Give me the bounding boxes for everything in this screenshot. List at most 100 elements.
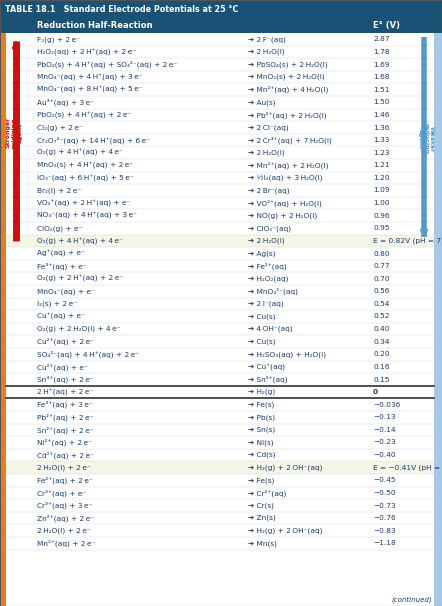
Text: 2.87: 2.87 — [373, 36, 390, 42]
Text: IO₃⁻(aq) + 6 H⁺(aq) + 5 e⁻: IO₃⁻(aq) + 6 H⁺(aq) + 5 e⁻ — [37, 175, 133, 182]
Text: ➔ 2 Cl⁻(aq): ➔ 2 Cl⁻(aq) — [248, 124, 289, 131]
Bar — [6, 197, 434, 210]
Text: 1.36: 1.36 — [373, 124, 389, 130]
Text: 1.00: 1.00 — [373, 200, 390, 206]
Text: ➔ PbSO₄(s) + 2 H₂O(l): ➔ PbSO₄(s) + 2 H₂O(l) — [248, 61, 328, 68]
Text: ➔ 4 OH⁻(aq): ➔ 4 OH⁻(aq) — [248, 326, 293, 332]
Text: 1.69: 1.69 — [373, 61, 389, 67]
Text: Fe²⁺(aq) + 2 e⁻: Fe²⁺(aq) + 2 e⁻ — [37, 476, 93, 484]
Text: O₂(g) + 2 H₂O(l) + 4 e⁻: O₂(g) + 2 H₂O(l) + 4 e⁻ — [37, 326, 121, 332]
Text: Fe³⁺(aq) + e⁻: Fe³⁺(aq) + e⁻ — [37, 262, 87, 270]
Bar — [6, 58, 434, 71]
Bar — [0, 18, 442, 33]
Bar — [6, 159, 434, 171]
Text: Mn²⁺(aq) + 2 e⁻: Mn²⁺(aq) + 2 e⁻ — [37, 539, 95, 547]
Text: ➔ 2 Cr³⁺(aq) + 7 H₂O(l): ➔ 2 Cr³⁺(aq) + 7 H₂O(l) — [248, 136, 332, 144]
Text: 0.77: 0.77 — [373, 263, 390, 269]
Text: Sn²⁺(aq) + 2 e⁻: Sn²⁺(aq) + 2 e⁻ — [37, 426, 94, 434]
Text: ➔ 2 H₂O(l): ➔ 2 H₂O(l) — [248, 48, 285, 55]
Text: 1.23: 1.23 — [373, 150, 389, 156]
Text: 1.78: 1.78 — [373, 49, 390, 55]
Bar — [6, 398, 434, 411]
Text: 0.54: 0.54 — [373, 301, 389, 307]
Text: ➔ Pb(s): ➔ Pb(s) — [248, 414, 275, 421]
Text: −0.50: −0.50 — [373, 490, 396, 496]
Text: −0.45: −0.45 — [373, 478, 396, 484]
Bar — [6, 96, 434, 108]
Text: Cu⁺(aq) + e⁻: Cu⁺(aq) + e⁻ — [37, 313, 85, 320]
Text: ➔ 2 Br⁻(aq): ➔ 2 Br⁻(aq) — [248, 187, 290, 194]
Text: ➔ Au(s): ➔ Au(s) — [248, 99, 276, 105]
Text: −0.23: −0.23 — [373, 439, 396, 445]
Text: −0.14: −0.14 — [373, 427, 396, 433]
Text: Stronger
oxidizing
agent: Stronger oxidizing agent — [6, 117, 22, 148]
Text: 2 H₂O(l) + 2 e⁻: 2 H₂O(l) + 2 e⁻ — [37, 527, 91, 534]
Text: ➔ Mn²⁺(aq) + 2 H₂O(l): ➔ Mn²⁺(aq) + 2 H₂O(l) — [248, 162, 328, 169]
Bar — [6, 537, 434, 550]
Text: Sn⁴⁺(aq) + 2 e⁻: Sn⁴⁺(aq) + 2 e⁻ — [37, 376, 94, 383]
Text: PbO₂(s) + 4 H⁺(aq) + 2 e⁻: PbO₂(s) + 4 H⁺(aq) + 2 e⁻ — [37, 112, 131, 119]
Bar — [6, 298, 434, 310]
Text: ➔ H₂O₂(aq): ➔ H₂O₂(aq) — [248, 276, 289, 282]
Bar — [6, 108, 434, 121]
Text: −0.13: −0.13 — [373, 415, 396, 421]
Text: Ag⁺(aq) + e⁻: Ag⁺(aq) + e⁻ — [37, 250, 85, 257]
Text: PbO₂(s) + 4 H⁺(aq) + SO₄²⁻(aq) + 2 e⁻: PbO₂(s) + 4 H⁺(aq) + SO₄²⁻(aq) + 2 e⁻ — [37, 61, 177, 68]
Text: ➔ Zn(s): ➔ Zn(s) — [248, 515, 276, 521]
Text: 0.16: 0.16 — [373, 364, 389, 370]
Bar — [6, 474, 434, 487]
Text: 2 H⁺(aq) + 2 e⁻: 2 H⁺(aq) + 2 e⁻ — [37, 388, 93, 396]
Text: 0.80: 0.80 — [373, 250, 390, 256]
Text: ➔ Ni(s): ➔ Ni(s) — [248, 439, 274, 446]
Bar — [6, 310, 434, 323]
Text: O₂(g) + 2 H⁺(aq) + 2 e⁻: O₂(g) + 2 H⁺(aq) + 2 e⁻ — [37, 275, 123, 282]
Text: ClO₂(g) + e⁻: ClO₂(g) + e⁻ — [37, 225, 82, 231]
Text: ➔ Cu⁺(aq): ➔ Cu⁺(aq) — [248, 363, 285, 370]
Text: Cr³⁺(aq) + e⁻: Cr³⁺(aq) + e⁻ — [37, 489, 86, 497]
Bar — [6, 461, 434, 474]
Text: 0.20: 0.20 — [373, 351, 390, 358]
Text: 0.52: 0.52 — [373, 313, 389, 319]
Bar — [6, 361, 434, 373]
Text: Cr₂O₇²⁻(aq) + 14 H⁺(aq) + 6 e⁻: Cr₂O₇²⁻(aq) + 14 H⁺(aq) + 6 e⁻ — [37, 136, 150, 144]
Bar — [6, 411, 434, 424]
Bar — [6, 499, 434, 512]
Text: 2 H₂O(l) + 2 e⁻: 2 H₂O(l) + 2 e⁻ — [37, 464, 91, 471]
Text: Cr³⁺(aq) + 3 e⁻: Cr³⁺(aq) + 3 e⁻ — [37, 502, 92, 509]
Text: ➔ Mn(s): ➔ Mn(s) — [248, 540, 277, 547]
Text: 0.95: 0.95 — [373, 225, 389, 231]
Text: Fe³⁺(aq) + 3 e⁻: Fe³⁺(aq) + 3 e⁻ — [37, 401, 93, 408]
Text: 0.70: 0.70 — [373, 276, 390, 282]
Bar — [6, 487, 434, 499]
Bar — [434, 33, 442, 606]
Text: F₂(g) + 2 e⁻: F₂(g) + 2 e⁻ — [37, 36, 80, 42]
Text: ➔ Cr²⁺(aq): ➔ Cr²⁺(aq) — [248, 489, 286, 497]
Text: E° (V): E° (V) — [373, 21, 400, 30]
Text: 1.33: 1.33 — [373, 137, 389, 143]
Text: Cu²⁺(aq) + 2 e⁻: Cu²⁺(aq) + 2 e⁻ — [37, 338, 94, 345]
Text: ➔ 2 F⁻(aq): ➔ 2 F⁻(aq) — [248, 36, 286, 42]
Text: O₂(g) + 4 H⁺(aq) + 4 e⁻: O₂(g) + 4 H⁺(aq) + 4 e⁻ — [37, 149, 123, 156]
Text: ➔ Pb²⁺(aq) + 2 H₂O(l): ➔ Pb²⁺(aq) + 2 H₂O(l) — [248, 111, 327, 119]
Text: E = 0.82V (pH = 7): E = 0.82V (pH = 7) — [373, 238, 442, 244]
Text: TABLE 18.1   Standard Electrode Potentials at 25 °C: TABLE 18.1 Standard Electrode Potentials… — [5, 4, 238, 13]
Text: ➔ Mn²⁺(aq) + 4 H₂O(l): ➔ Mn²⁺(aq) + 4 H₂O(l) — [248, 86, 328, 93]
Bar — [6, 71, 434, 84]
Text: MnO₄⁻(aq) + e⁻: MnO₄⁻(aq) + e⁻ — [37, 288, 95, 295]
Text: ➔ ClO₂⁻(aq): ➔ ClO₂⁻(aq) — [248, 225, 291, 231]
Bar — [6, 210, 434, 222]
Bar — [6, 335, 434, 348]
Bar — [6, 373, 434, 386]
Text: H₂O₂(aq) + 2 H⁺(aq) + 2 e⁻: H₂O₂(aq) + 2 H⁺(aq) + 2 e⁻ — [37, 48, 136, 56]
Bar — [6, 424, 434, 436]
Bar — [6, 33, 434, 45]
Text: ➔ MnO₂(s) + 2 H₂O(l): ➔ MnO₂(s) + 2 H₂O(l) — [248, 74, 325, 81]
Bar — [6, 184, 434, 197]
Text: −1.18: −1.18 — [373, 541, 396, 546]
Text: 1.09: 1.09 — [373, 187, 390, 193]
Text: 0.56: 0.56 — [373, 288, 389, 295]
Text: E = −0.41V (pH = 7): E = −0.41V (pH = 7) — [373, 464, 442, 471]
Bar — [6, 84, 434, 96]
Text: 1.50: 1.50 — [373, 99, 389, 105]
Text: ➔ Cu(s): ➔ Cu(s) — [248, 338, 276, 345]
